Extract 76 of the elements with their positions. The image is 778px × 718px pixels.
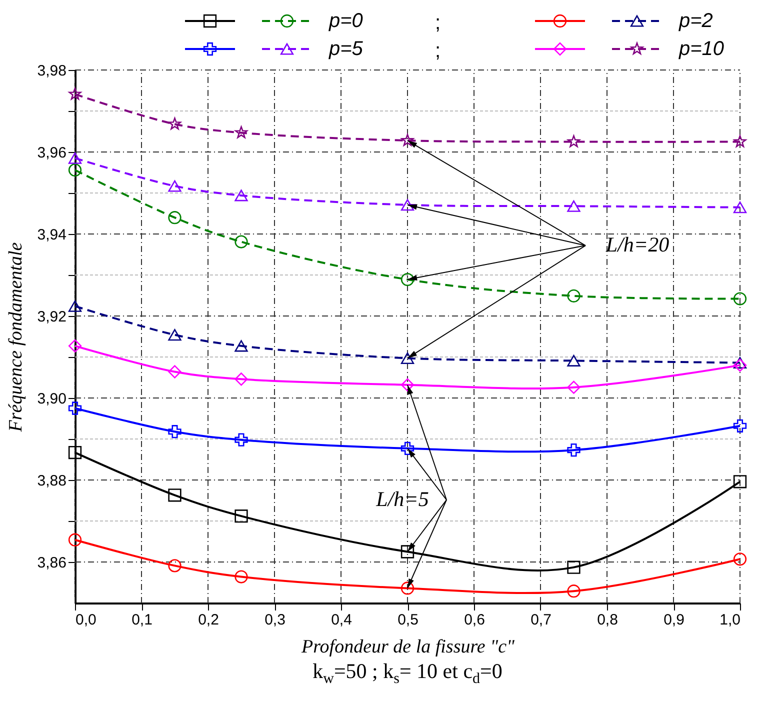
text: ;	[435, 12, 441, 34]
point	[68, 533, 82, 546]
point	[567, 444, 580, 457]
point	[733, 475, 747, 488]
y-tick-label: 3,86	[37, 554, 66, 572]
point	[68, 300, 82, 312]
point	[567, 560, 580, 574]
point	[733, 292, 747, 306]
point	[234, 235, 248, 248]
point	[400, 545, 414, 558]
legend-label: p=10	[678, 38, 724, 60]
point	[68, 163, 82, 177]
point	[400, 442, 414, 455]
point	[168, 329, 182, 341]
point	[168, 211, 182, 224]
point	[68, 446, 82, 460]
x-tick-label: 0,9	[664, 612, 684, 628]
point	[401, 134, 414, 146]
x-tick-label: 0,1	[132, 612, 152, 628]
point	[234, 340, 248, 352]
point	[733, 552, 747, 566]
x-tick-label: 0,4	[331, 612, 352, 628]
point	[400, 199, 414, 211]
point	[234, 510, 248, 523]
x-tick-label: 0,8	[597, 612, 618, 628]
point	[567, 380, 580, 394]
point	[68, 402, 82, 415]
legend-label: p=0	[328, 10, 363, 32]
text: ;	[435, 40, 441, 62]
y-tick-label: 3,92	[37, 308, 66, 326]
point	[168, 488, 182, 502]
x-tick-label: 0,6	[464, 612, 485, 628]
point	[567, 584, 580, 598]
point	[733, 358, 747, 372]
point	[567, 135, 580, 148]
legend-label: p=2	[678, 10, 713, 32]
point	[168, 559, 182, 572]
point	[234, 126, 248, 138]
x-tick-label: 0,3	[264, 612, 286, 628]
x-axis-title: Profondeur de la fissure "c"	[300, 636, 516, 658]
point	[400, 352, 414, 364]
point	[734, 135, 746, 148]
point	[733, 202, 747, 214]
point	[234, 190, 248, 202]
x-tick-label: 0,0	[76, 612, 96, 628]
point	[234, 570, 248, 584]
point	[168, 365, 182, 378]
y-tick-label: 3,90	[37, 390, 66, 408]
point	[168, 118, 182, 130]
x-tick-label: 0,2	[198, 612, 219, 628]
point	[234, 372, 248, 386]
point	[733, 356, 747, 369]
x-tick-label: 0,7	[530, 612, 552, 628]
point	[567, 354, 580, 366]
point	[400, 272, 414, 286]
point	[567, 289, 580, 302]
x-tick-label: 0,5	[398, 612, 418, 628]
annotation: L/h=20	[604, 232, 670, 257]
y-axis-title: Fréquence fondamentale	[5, 242, 26, 433]
y-tick-label: 3,94	[37, 226, 66, 244]
y-tick-label: 3,88	[37, 472, 66, 490]
legend-label: p=5	[328, 38, 364, 60]
x-tick-label: 1,0	[720, 612, 740, 628]
point	[168, 425, 182, 438]
annotation: L/h=5	[375, 486, 429, 511]
point	[68, 152, 82, 164]
point	[733, 419, 747, 432]
point	[68, 339, 82, 352]
point	[234, 433, 248, 446]
y-tick-label: 3,98	[37, 62, 66, 80]
point	[68, 88, 82, 100]
y-tick-label: 3,96	[37, 144, 66, 162]
point	[400, 378, 414, 392]
point	[400, 582, 414, 595]
point	[168, 180, 182, 192]
point	[567, 200, 580, 212]
